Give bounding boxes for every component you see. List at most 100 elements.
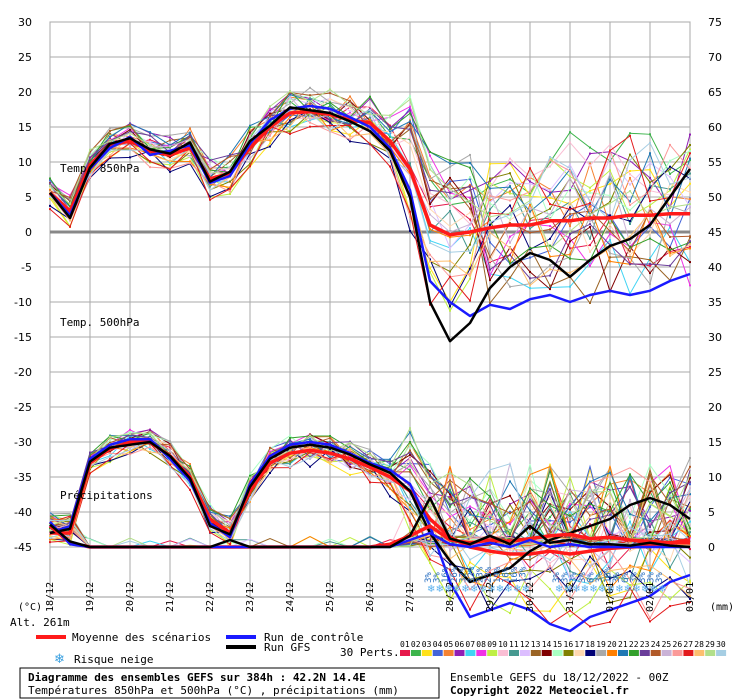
left-tick-label: -45 xyxy=(14,541,32,554)
left-tick-label: -10 xyxy=(14,296,32,309)
snow-percent: 3% xyxy=(578,572,588,583)
member-number: 15 xyxy=(553,640,563,649)
member-swatch xyxy=(552,650,563,656)
series-line-t500 xyxy=(49,440,691,584)
x-tick-label: 22/12 xyxy=(205,582,216,612)
footer-run: Ensemble GEFS du 18/12/2022 - 00Z xyxy=(450,671,669,684)
member-swatch xyxy=(541,650,552,656)
right-tick-label: 0 xyxy=(708,541,715,554)
snow-risk-strip: 3%❄3%❄16%❄26%❄32%❄32%❄23%❄23%❄19%❄16%❄16… xyxy=(424,566,667,595)
snow-percent: 6% xyxy=(621,572,631,583)
member-swatch xyxy=(443,650,454,656)
footer-box xyxy=(19,667,440,699)
snow-percent: 16% xyxy=(501,566,511,583)
member-swatch xyxy=(563,650,574,656)
legend-mean-swatch xyxy=(36,635,66,639)
member-legend: 01 02 03 04 05 06 07 08 09 10 11 12 13 14 15 16 17 18 19 20… xyxy=(400,640,727,656)
snowflake-icon: ❄ xyxy=(598,584,606,595)
x-tick-label: 25/12 xyxy=(325,582,336,612)
snow-percent: 32% xyxy=(458,566,468,583)
snow-percent: 3% xyxy=(612,572,622,583)
x-tick-label: 02/01 xyxy=(645,582,656,612)
x-tick-label: 03/01 xyxy=(685,582,696,612)
right-tick-label: 5 xyxy=(708,506,715,519)
member-swatch xyxy=(628,650,639,656)
member-swatch xyxy=(639,650,650,656)
snowflake-icon: ❄ xyxy=(487,584,495,595)
snowflake-icon: ❄ xyxy=(555,584,563,595)
member-swatch xyxy=(683,650,694,656)
member-number: 06 xyxy=(455,640,465,649)
legend-gfs-swatch xyxy=(226,645,256,649)
left-tick-label: -40 xyxy=(14,506,32,519)
snowflake-icon: ❄ xyxy=(658,584,666,595)
snowflake-icon: ❄ xyxy=(624,584,632,595)
member-number: 13 xyxy=(531,640,541,649)
x-tick-label: 21/12 xyxy=(165,582,176,612)
snowflake-icon: ❄ xyxy=(564,584,572,595)
x-tick-label: 19/12 xyxy=(85,582,96,612)
series-line-precip xyxy=(49,496,691,549)
snowflake-icon: ❄ xyxy=(504,584,512,595)
x-tick-label: 27/12 xyxy=(405,582,416,612)
member-number: 07 xyxy=(465,640,475,649)
legend-perts-label: 30 Perts. xyxy=(340,646,400,659)
member-number: 30 xyxy=(716,640,726,649)
left-tick-label: 0 xyxy=(25,226,32,239)
snowflake-icon: ❄ xyxy=(54,652,65,667)
snowflake-icon: ❄ xyxy=(650,584,658,595)
snowflake-icon: ❄ xyxy=(436,584,444,595)
right-tick-label: 35 xyxy=(708,296,722,309)
alt-label: Alt. 261m xyxy=(10,616,70,629)
x-tick-label: 18/12 xyxy=(45,582,56,612)
member-number: 23 xyxy=(640,640,650,649)
right-tick-label: 60 xyxy=(708,121,722,134)
right-tick-label: 75 xyxy=(708,16,722,29)
footer-subtitle: Températures 850hPa et 500hPa (°C) , pré… xyxy=(28,684,399,697)
member-number: 10 xyxy=(498,640,508,649)
snow-percent: 6% xyxy=(586,572,596,583)
snow-percent: 23% xyxy=(484,566,494,583)
right-unit: (mm) xyxy=(710,602,734,613)
legend-mean-label: Moyenne des scénarios xyxy=(72,631,211,644)
snowflake-icon: ❄ xyxy=(581,584,589,595)
main-series xyxy=(48,104,692,633)
member-swatch xyxy=(607,650,618,656)
member-number: 04 xyxy=(433,640,443,649)
left-tick-label: -35 xyxy=(14,471,32,484)
member-swatch xyxy=(498,650,509,656)
right-tick-label: 40 xyxy=(708,261,722,274)
snowflake-icon: ❄ xyxy=(522,584,530,595)
panel-label-precip: Précipitations xyxy=(60,489,153,502)
member-number: 29 xyxy=(705,640,715,649)
snowflake-icon: ❄ xyxy=(470,584,478,595)
left-tick-label: 15 xyxy=(18,121,32,134)
left-tick-label: -15 xyxy=(14,331,32,344)
left-tick-label: -20 xyxy=(14,366,32,379)
member-number: 21 xyxy=(618,640,628,649)
snowflake-icon: ❄ xyxy=(572,584,580,595)
snowflake-icon: ❄ xyxy=(615,584,623,595)
snow-percent: 3% xyxy=(424,572,434,583)
x-tick-label: 26/12 xyxy=(365,582,376,612)
member-swatch xyxy=(618,650,628,656)
right-tick-label: 15 xyxy=(708,436,722,449)
member-number: 01 xyxy=(400,640,410,649)
snow-percent: 3% xyxy=(552,572,562,583)
member-swatch xyxy=(421,650,432,656)
member-swatch xyxy=(465,650,476,656)
left-tick-label: 20 xyxy=(18,86,32,99)
snowflake-icon: ❄ xyxy=(513,584,521,595)
member-swatch xyxy=(585,650,596,656)
snow-percent: 16% xyxy=(441,566,451,583)
snow-percent: 16% xyxy=(510,566,520,583)
left-tick-label: 25 xyxy=(18,51,32,64)
left-tick-label: 5 xyxy=(25,191,32,204)
right-tick-label: 30 xyxy=(708,331,722,344)
member-number: 28 xyxy=(694,640,704,649)
right-tick-label: 10 xyxy=(708,471,722,484)
member-swatch xyxy=(476,650,487,656)
axis-ticks: 302520151050-5-10-15-20-25-30-35-40-4575… xyxy=(14,16,722,612)
member-number: 05 xyxy=(444,640,454,649)
panel-label-t500: Temp. 500hPa xyxy=(60,316,139,329)
